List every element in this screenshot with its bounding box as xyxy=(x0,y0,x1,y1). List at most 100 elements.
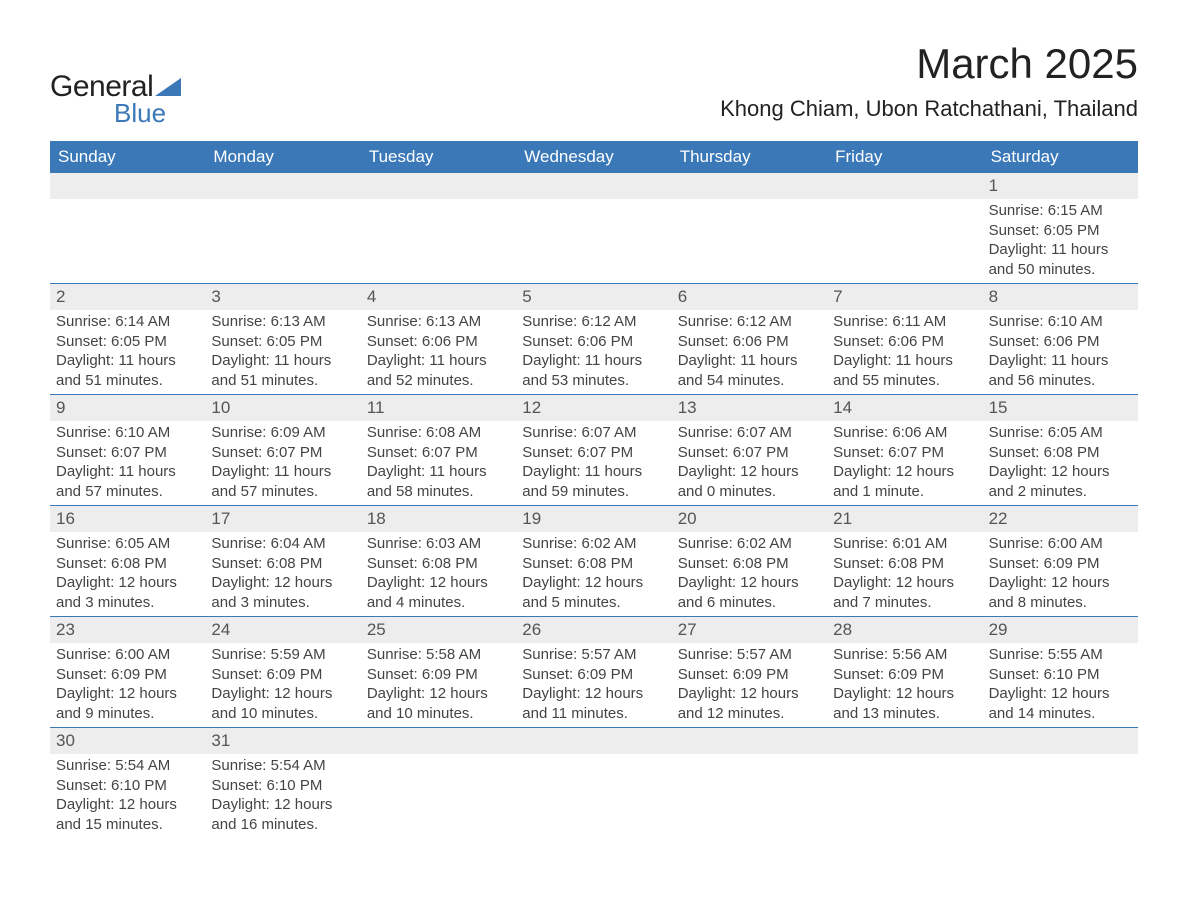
sunrise-line: Sunrise: 6:03 AM xyxy=(367,534,510,554)
daylight-line: Daylight: 12 hours and 12 minutes. xyxy=(678,684,821,723)
daylight-line: Daylight: 12 hours and 2 minutes. xyxy=(989,462,1132,501)
logo-text-blue: Blue xyxy=(114,98,181,129)
sunset-line: Sunset: 6:06 PM xyxy=(367,332,510,352)
daylight-line: Daylight: 12 hours and 9 minutes. xyxy=(56,684,199,723)
day-cell: 11Sunrise: 6:08 AMSunset: 6:07 PMDayligh… xyxy=(361,395,516,505)
day-cell: 14Sunrise: 6:06 AMSunset: 6:07 PMDayligh… xyxy=(827,395,982,505)
weekday-header: Tuesday xyxy=(361,141,516,173)
day-details: Sunrise: 5:59 AMSunset: 6:09 PMDaylight:… xyxy=(205,643,360,727)
day-number xyxy=(672,728,827,754)
sunset-line: Sunset: 6:06 PM xyxy=(522,332,665,352)
day-number: 23 xyxy=(50,617,205,643)
sunset-line: Sunset: 6:07 PM xyxy=(56,443,199,463)
sunset-line: Sunset: 6:06 PM xyxy=(989,332,1132,352)
sunrise-line: Sunrise: 5:57 AM xyxy=(678,645,821,665)
day-cell: 1Sunrise: 6:15 AMSunset: 6:05 PMDaylight… xyxy=(983,173,1138,283)
sunset-line: Sunset: 6:08 PM xyxy=(989,443,1132,463)
sunrise-line: Sunrise: 6:13 AM xyxy=(211,312,354,332)
day-details: Sunrise: 6:12 AMSunset: 6:06 PMDaylight:… xyxy=(516,310,671,394)
daylight-line: Daylight: 12 hours and 10 minutes. xyxy=(211,684,354,723)
day-details: Sunrise: 6:14 AMSunset: 6:05 PMDaylight:… xyxy=(50,310,205,394)
page-header: General Blue March 2025 Khong Chiam, Ubo… xyxy=(50,40,1138,129)
day-cell: 7Sunrise: 6:11 AMSunset: 6:06 PMDaylight… xyxy=(827,284,982,394)
day-details: Sunrise: 6:02 AMSunset: 6:08 PMDaylight:… xyxy=(516,532,671,616)
day-cell xyxy=(361,173,516,283)
day-number: 16 xyxy=(50,506,205,532)
sunrise-line: Sunrise: 6:13 AM xyxy=(367,312,510,332)
day-cell: 5Sunrise: 6:12 AMSunset: 6:06 PMDaylight… xyxy=(516,284,671,394)
weekday-header: Wednesday xyxy=(516,141,671,173)
day-details: Sunrise: 6:07 AMSunset: 6:07 PMDaylight:… xyxy=(516,421,671,505)
day-cell xyxy=(516,173,671,283)
daylight-line: Daylight: 12 hours and 10 minutes. xyxy=(367,684,510,723)
location-subtitle: Khong Chiam, Ubon Ratchathani, Thailand xyxy=(720,96,1138,122)
sunrise-line: Sunrise: 5:54 AM xyxy=(211,756,354,776)
day-number: 20 xyxy=(672,506,827,532)
daylight-line: Daylight: 12 hours and 7 minutes. xyxy=(833,573,976,612)
day-details xyxy=(827,199,982,205)
day-cell: 31Sunrise: 5:54 AMSunset: 6:10 PMDayligh… xyxy=(205,728,360,838)
daylight-line: Daylight: 12 hours and 6 minutes. xyxy=(678,573,821,612)
sunset-line: Sunset: 6:08 PM xyxy=(833,554,976,574)
day-details xyxy=(361,199,516,205)
day-details xyxy=(50,199,205,205)
sunset-line: Sunset: 6:09 PM xyxy=(211,665,354,685)
day-number: 13 xyxy=(672,395,827,421)
day-details xyxy=(516,754,671,760)
day-details: Sunrise: 5:57 AMSunset: 6:09 PMDaylight:… xyxy=(672,643,827,727)
daylight-line: Daylight: 12 hours and 1 minute. xyxy=(833,462,976,501)
sunset-line: Sunset: 6:09 PM xyxy=(989,554,1132,574)
day-number: 15 xyxy=(983,395,1138,421)
sunrise-line: Sunrise: 6:12 AM xyxy=(678,312,821,332)
day-number: 31 xyxy=(205,728,360,754)
sunset-line: Sunset: 6:07 PM xyxy=(367,443,510,463)
day-cell xyxy=(50,173,205,283)
day-number: 18 xyxy=(361,506,516,532)
day-details: Sunrise: 6:09 AMSunset: 6:07 PMDaylight:… xyxy=(205,421,360,505)
day-details: Sunrise: 6:11 AMSunset: 6:06 PMDaylight:… xyxy=(827,310,982,394)
day-cell: 4Sunrise: 6:13 AMSunset: 6:06 PMDaylight… xyxy=(361,284,516,394)
day-details: Sunrise: 5:54 AMSunset: 6:10 PMDaylight:… xyxy=(205,754,360,838)
sunrise-line: Sunrise: 6:05 AM xyxy=(56,534,199,554)
daylight-line: Daylight: 11 hours and 51 minutes. xyxy=(56,351,199,390)
sunset-line: Sunset: 6:07 PM xyxy=(211,443,354,463)
sunrise-line: Sunrise: 6:01 AM xyxy=(833,534,976,554)
day-details xyxy=(516,199,671,205)
daylight-line: Daylight: 12 hours and 5 minutes. xyxy=(522,573,665,612)
day-number xyxy=(361,173,516,199)
day-details: Sunrise: 6:04 AMSunset: 6:08 PMDaylight:… xyxy=(205,532,360,616)
day-cell: 30Sunrise: 5:54 AMSunset: 6:10 PMDayligh… xyxy=(50,728,205,838)
weekday-header: Sunday xyxy=(50,141,205,173)
sunset-line: Sunset: 6:06 PM xyxy=(833,332,976,352)
sunrise-line: Sunrise: 5:56 AM xyxy=(833,645,976,665)
day-number: 4 xyxy=(361,284,516,310)
daylight-line: Daylight: 12 hours and 11 minutes. xyxy=(522,684,665,723)
day-cell xyxy=(672,173,827,283)
day-details: Sunrise: 6:15 AMSunset: 6:05 PMDaylight:… xyxy=(983,199,1138,283)
day-cell: 21Sunrise: 6:01 AMSunset: 6:08 PMDayligh… xyxy=(827,506,982,616)
day-number: 26 xyxy=(516,617,671,643)
day-cell: 23Sunrise: 6:00 AMSunset: 6:09 PMDayligh… xyxy=(50,617,205,727)
day-details: Sunrise: 6:00 AMSunset: 6:09 PMDaylight:… xyxy=(50,643,205,727)
daylight-line: Daylight: 12 hours and 0 minutes. xyxy=(678,462,821,501)
day-details: Sunrise: 6:06 AMSunset: 6:07 PMDaylight:… xyxy=(827,421,982,505)
sunrise-line: Sunrise: 6:06 AM xyxy=(833,423,976,443)
day-cell: 15Sunrise: 6:05 AMSunset: 6:08 PMDayligh… xyxy=(983,395,1138,505)
sunset-line: Sunset: 6:09 PM xyxy=(367,665,510,685)
day-cell: 27Sunrise: 5:57 AMSunset: 6:09 PMDayligh… xyxy=(672,617,827,727)
calendar-week-row: 23Sunrise: 6:00 AMSunset: 6:09 PMDayligh… xyxy=(50,616,1138,727)
calendar-table: SundayMondayTuesdayWednesdayThursdayFrid… xyxy=(50,141,1138,838)
daylight-line: Daylight: 11 hours and 59 minutes. xyxy=(522,462,665,501)
day-number: 24 xyxy=(205,617,360,643)
sunset-line: Sunset: 6:07 PM xyxy=(678,443,821,463)
day-cell: 3Sunrise: 6:13 AMSunset: 6:05 PMDaylight… xyxy=(205,284,360,394)
day-cell xyxy=(516,728,671,838)
day-number: 5 xyxy=(516,284,671,310)
day-cell: 17Sunrise: 6:04 AMSunset: 6:08 PMDayligh… xyxy=(205,506,360,616)
day-number: 21 xyxy=(827,506,982,532)
day-cell: 16Sunrise: 6:05 AMSunset: 6:08 PMDayligh… xyxy=(50,506,205,616)
day-details xyxy=(672,754,827,760)
sunset-line: Sunset: 6:10 PM xyxy=(989,665,1132,685)
weekday-header: Friday xyxy=(827,141,982,173)
day-details: Sunrise: 5:56 AMSunset: 6:09 PMDaylight:… xyxy=(827,643,982,727)
